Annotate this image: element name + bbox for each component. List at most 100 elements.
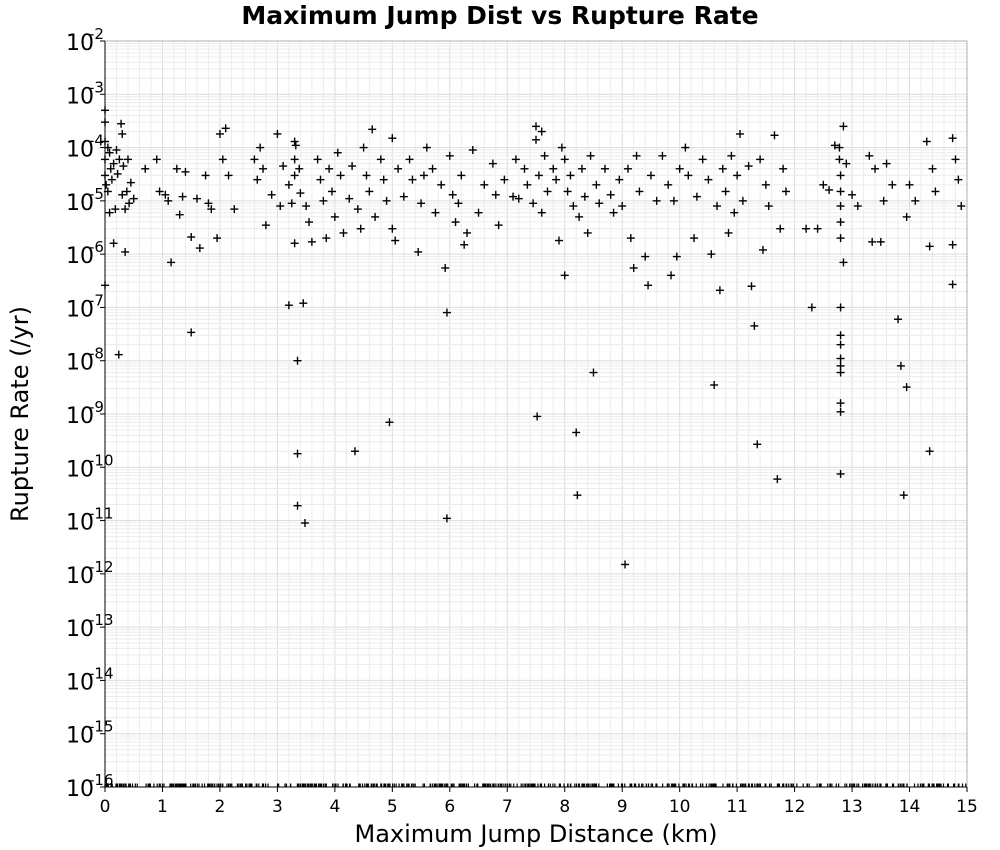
data-point xyxy=(609,208,618,217)
data-point xyxy=(250,155,259,164)
data-point xyxy=(204,199,213,208)
data-point xyxy=(664,180,673,189)
data-point xyxy=(339,228,348,237)
y-tick-label: 10-10 xyxy=(66,451,114,482)
data-point xyxy=(896,361,905,370)
data-point xyxy=(152,155,161,164)
data-point xyxy=(532,122,540,131)
data-point xyxy=(675,164,684,173)
x-axis: 0 1 2 3 4 5 6 7 8 9 10 11 12 13 14 15 xyxy=(100,786,978,817)
data-point xyxy=(125,199,134,208)
data-point xyxy=(589,368,598,377)
data-point xyxy=(684,171,693,180)
y-tick-exponent: -8 xyxy=(89,345,104,363)
data-point xyxy=(836,407,845,416)
data-point xyxy=(221,124,230,133)
data-point xyxy=(572,428,581,437)
data-point xyxy=(836,368,845,377)
data-point xyxy=(713,202,722,211)
data-point xyxy=(463,228,472,237)
data-point xyxy=(379,175,388,184)
data-point xyxy=(819,180,828,189)
data-point xyxy=(454,199,463,208)
data-point xyxy=(707,250,716,259)
y-tick-exponent: -3 xyxy=(89,78,104,96)
data-point xyxy=(836,354,845,363)
data-point xyxy=(284,301,293,310)
data-point xyxy=(626,234,635,243)
data-point xyxy=(523,180,532,189)
data-point xyxy=(107,175,116,184)
data-point xyxy=(770,131,779,140)
data-point xyxy=(537,208,546,217)
data-point xyxy=(730,208,739,217)
data-point xyxy=(644,281,653,290)
data-point xyxy=(181,167,190,176)
y-tick-base: 10 xyxy=(66,31,94,56)
data-point xyxy=(368,125,377,134)
y-tick-exponent: -13 xyxy=(89,611,114,629)
data-point xyxy=(126,178,135,187)
data-point xyxy=(560,155,569,164)
y-tick-label: 10-15 xyxy=(66,718,114,749)
x-tick-label: 5 xyxy=(387,797,398,817)
y-tick-exponent: -4 xyxy=(89,132,104,150)
y-tick-label: 10-5 xyxy=(66,185,104,216)
y-tick-label: 10-4 xyxy=(66,132,104,163)
data-point xyxy=(586,151,595,160)
data-point xyxy=(848,190,857,199)
data-point xyxy=(529,199,538,208)
data-point xyxy=(279,162,288,171)
x-tick-label: 1 xyxy=(157,797,168,817)
data-point xyxy=(658,151,667,160)
y-tick-base: 10 xyxy=(66,84,94,109)
data-point xyxy=(925,242,934,251)
data-point xyxy=(779,164,788,173)
y-tick-exponent: -10 xyxy=(89,451,114,469)
data-point xyxy=(302,202,311,211)
data-point xyxy=(902,212,911,221)
y-tick-label: 10-2 xyxy=(66,25,104,56)
data-point xyxy=(117,119,126,128)
y-tick-label: 10-16 xyxy=(66,771,114,802)
data-point xyxy=(192,194,201,203)
y-tick-label: 10-7 xyxy=(66,291,104,322)
data-point xyxy=(218,155,227,164)
data-point xyxy=(954,175,963,184)
data-point xyxy=(540,151,549,160)
data-point xyxy=(543,187,552,196)
data-point xyxy=(569,202,578,211)
data-point xyxy=(836,331,845,340)
y-tick-label: 10-8 xyxy=(66,345,104,376)
data-point xyxy=(408,175,417,184)
x-tick-label: 14 xyxy=(899,797,921,817)
data-point xyxy=(141,164,150,173)
data-point xyxy=(316,175,325,184)
y-tick-exponent: -14 xyxy=(89,664,114,682)
data-point xyxy=(836,340,845,349)
data-point xyxy=(836,303,845,312)
data-point xyxy=(876,237,885,246)
data-point xyxy=(113,169,122,178)
data-point xyxy=(583,228,592,237)
data-point xyxy=(414,247,423,256)
data-point xyxy=(253,175,262,184)
y-tick-label: 10-12 xyxy=(66,558,114,589)
y-tick-exponent: -9 xyxy=(89,398,104,416)
data-point xyxy=(592,180,601,189)
data-point xyxy=(549,164,558,173)
data-point xyxy=(667,271,676,280)
data-point xyxy=(178,192,187,201)
data-point xyxy=(500,175,509,184)
data-point xyxy=(129,194,138,203)
y-tick-base: 10 xyxy=(66,138,94,163)
y-tick-base: 10 xyxy=(66,670,94,695)
data-point xyxy=(106,164,115,173)
data-point xyxy=(437,180,446,189)
data-point xyxy=(577,164,586,173)
data-point xyxy=(187,328,196,337)
y-tick-base: 10 xyxy=(66,191,94,216)
data-point xyxy=(230,205,239,214)
y-axis: 10-210-310-410-510-610-710-810-910-1010-… xyxy=(66,25,114,802)
